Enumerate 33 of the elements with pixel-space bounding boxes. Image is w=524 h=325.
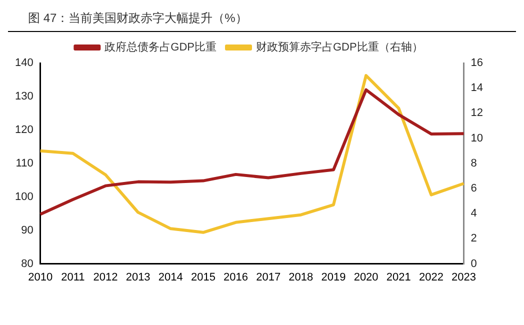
y2-tick-label: 4 <box>470 208 477 220</box>
x-tick-label: 2020 <box>354 271 378 284</box>
y-tick-label: 110 <box>16 157 34 170</box>
y-tick-label: 140 <box>14 57 34 70</box>
x-tick-label: 2021 <box>386 271 411 284</box>
y-tick-label: 90 <box>21 224 34 236</box>
x-tick-label: 2013 <box>126 271 150 284</box>
y-tick-label: 80 <box>21 258 34 270</box>
x-tick-label: 2019 <box>321 271 346 284</box>
y2-tick-label: 0 <box>470 258 477 270</box>
x-tick-label: 2017 <box>256 271 281 284</box>
x-tick-label: 2010 <box>28 271 53 284</box>
legend-label: 财政预算赤字占GDP比重（右轴） <box>256 40 423 54</box>
y2-tick-label: 8 <box>470 157 477 170</box>
y-tick-label: 130 <box>14 90 34 102</box>
x-tick-label: 2022 <box>418 271 444 284</box>
y2-tick-label: 16 <box>470 57 484 70</box>
y2-tick-label: 12 <box>470 107 484 120</box>
x-tick-label: 2016 <box>224 271 248 284</box>
x-tick-label: 2018 <box>288 271 314 284</box>
x-tick-label: 2014 <box>158 271 183 284</box>
x-tick-label: 2012 <box>93 271 118 284</box>
y2-tick-label: 14 <box>470 82 484 94</box>
x-tick-label: 2015 <box>190 271 216 284</box>
y2-tick-label: 2 <box>470 232 477 245</box>
y-tick-label: 100 <box>14 190 34 203</box>
y2-tick-label: 6 <box>470 182 477 195</box>
y2-tick-label: 10 <box>470 132 484 144</box>
chart-title: 图 47：当前美国财政赤字大幅提升（%） <box>8 8 516 32</box>
x-tick-label: 2023 <box>452 271 476 284</box>
y-tick-label: 120 <box>14 124 34 136</box>
legend-label: 政府总债务占GDP比重 <box>104 40 217 54</box>
x-tick-label: 2011 <box>61 271 85 284</box>
